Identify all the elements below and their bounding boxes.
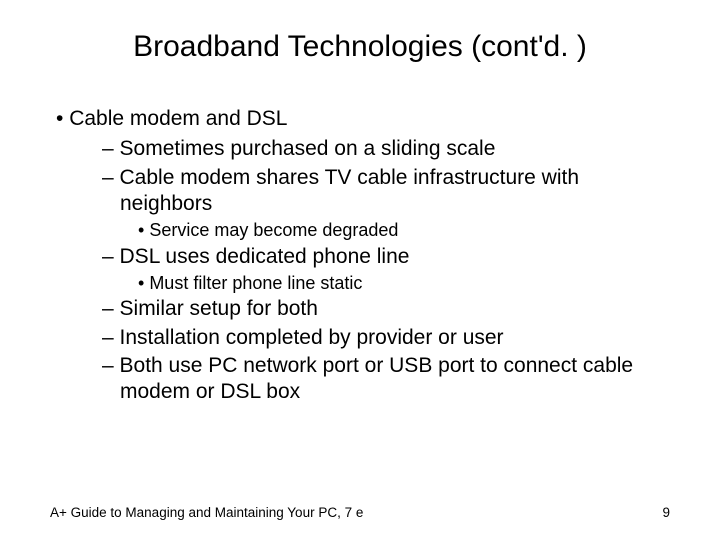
bullet-l2: Installation completed by provider or us… xyxy=(50,325,670,351)
bullet-l2: Both use PC network port or USB port to … xyxy=(50,353,670,406)
bullet-l2: Similar setup for both xyxy=(50,296,670,322)
bullet-text: DSL uses dedicated phone line xyxy=(120,245,410,268)
bullet-text: Similar setup for both xyxy=(120,297,318,320)
bullet-l3: Must filter phone line static xyxy=(50,272,670,295)
footer-left: A+ Guide to Managing and Maintaining You… xyxy=(50,505,363,520)
bullet-l1: Cable modem and DSL xyxy=(50,106,670,132)
slide-title: Broadband Technologies (cont'd. ) xyxy=(50,30,670,64)
page-number: 9 xyxy=(662,505,670,520)
bullet-l2: Cable modem shares TV cable infrastructu… xyxy=(50,165,670,218)
bullet-text: Cable modem shares TV cable infrastructu… xyxy=(120,166,579,215)
bullet-l3: Service may become degraded xyxy=(50,219,670,242)
bullet-l2: DSL uses dedicated phone line xyxy=(50,244,670,270)
bullet-text: Both use PC network port or USB port to … xyxy=(120,354,634,403)
bullet-text: Must filter phone line static xyxy=(149,273,362,293)
bullet-text: Service may become degraded xyxy=(149,220,398,240)
bullet-text: Cable modem and DSL xyxy=(69,107,287,130)
slide: Broadband Technologies (cont'd. ) Cable … xyxy=(0,0,720,540)
bullet-text: Sometimes purchased on a sliding scale xyxy=(120,137,496,160)
slide-body: Cable modem and DSL Sometimes purchased … xyxy=(50,106,670,405)
bullet-text: Installation completed by provider or us… xyxy=(120,326,504,349)
slide-footer: A+ Guide to Managing and Maintaining You… xyxy=(50,505,670,520)
bullet-l2: Sometimes purchased on a sliding scale xyxy=(50,136,670,162)
